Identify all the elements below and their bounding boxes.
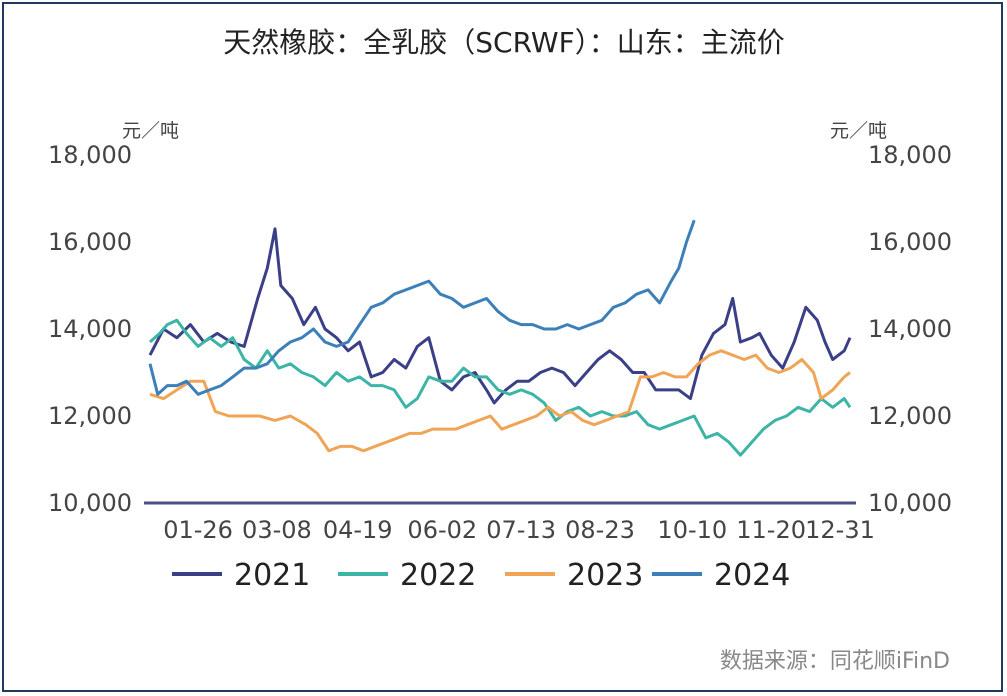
x-tick-label: 12-31 <box>805 516 875 544</box>
series-line-2022 <box>148 318 852 457</box>
y-tick-label-left: 16,000 <box>48 228 132 256</box>
legend-label-2023: 2023 <box>567 558 643 593</box>
x-tick-label: 10-10 <box>657 516 727 544</box>
x-tick-label: 03-08 <box>242 516 312 544</box>
legend-label-2021: 2021 <box>234 558 310 593</box>
x-tick-label: 08-23 <box>565 516 635 544</box>
axes-group: 10,000 10,000 12,000 12,000 14,000 14,000 16,0… <box>48 141 952 544</box>
legend-label-2022: 2022 <box>400 558 476 593</box>
y-unit-left: 元／吨 <box>122 120 179 142</box>
y-unit-right: 元／吨 <box>830 120 887 142</box>
y-tick-label-left: 12,000 <box>48 402 132 430</box>
series-line-2021 <box>148 227 852 405</box>
source-note: 数据来源：同花顺iFinD <box>720 649 950 674</box>
x-tick-label: 04-19 <box>323 516 393 544</box>
x-tick-label: 11-20 <box>736 516 806 544</box>
x-tick-label: 07-13 <box>486 516 556 544</box>
x-tick-label: 06-02 <box>407 516 477 544</box>
series-lines <box>148 219 852 457</box>
y-tick-label-right: 14,000 <box>868 315 952 343</box>
y-tick-label-left: 10,000 <box>48 489 132 517</box>
y-tick-label-left: 18,000 <box>48 141 132 169</box>
series-line-2024 <box>148 219 696 396</box>
series-line-2023 <box>149 349 851 453</box>
y-tick-label-right: 12,000 <box>868 402 952 430</box>
legend: 2021 2022 2023 2024 <box>172 558 790 593</box>
chart-title: 天然橡胶：全乳胶（SCRWF）：山东：主流价 <box>223 26 784 59</box>
y-tick-label-right: 16,000 <box>868 228 952 256</box>
y-tick-label-right: 10,000 <box>868 489 952 517</box>
y-tick-label-left: 14,000 <box>48 315 132 343</box>
legend-label-2024: 2024 <box>714 558 790 593</box>
x-tick-label: 01-26 <box>163 516 233 544</box>
y-tick-label-right: 18,000 <box>868 141 952 169</box>
